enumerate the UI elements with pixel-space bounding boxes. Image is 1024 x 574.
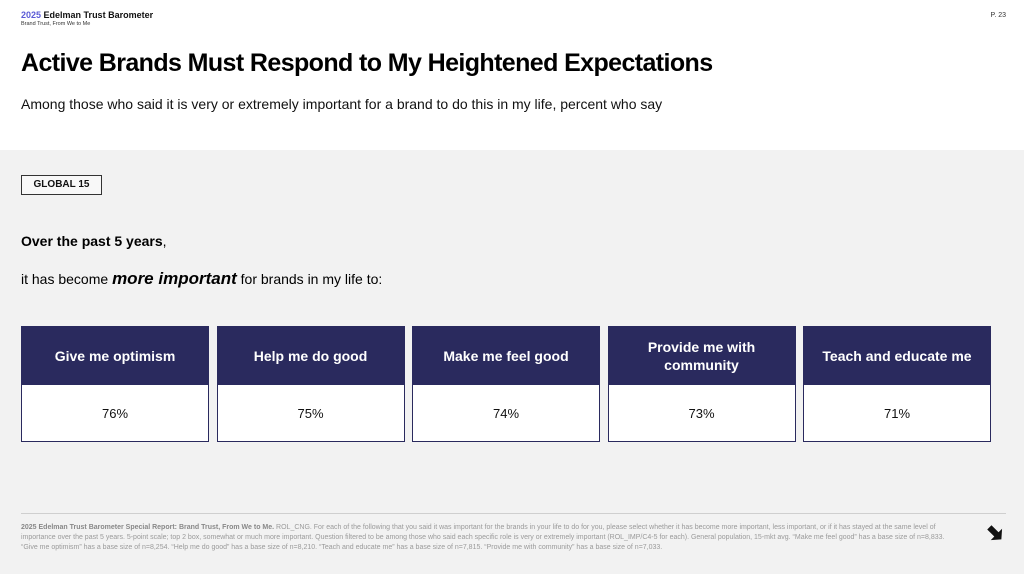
card-give-optimism: Give me optimism 76% xyxy=(21,326,209,442)
slide-header: 2025 Edelman Trust Barometer Brand Trust… xyxy=(0,0,1024,150)
lead-line-1-comma: , xyxy=(162,233,167,249)
card-teach-educate: Teach and educate me 71% xyxy=(803,326,991,442)
page-subtitle: Among those who said it is very or extre… xyxy=(21,96,663,112)
card-label: Teach and educate me xyxy=(804,327,990,385)
region-badge: GLOBAL 15 xyxy=(21,175,102,195)
brand-subtitle: Brand Trust, From We to Me xyxy=(21,21,91,27)
card-value: 76% xyxy=(101,405,129,421)
source-footnote: 2025 Edelman Trust Barometer Special Rep… xyxy=(21,523,961,553)
lead-line-2-emphasis: more important xyxy=(112,269,237,288)
role-cards: Give me optimism 76% Help me do good 75%… xyxy=(21,326,991,442)
lead-line-1-bold: Over the past 5 years xyxy=(21,233,163,249)
card-value: 75% xyxy=(297,405,324,421)
card-label: Help me do good xyxy=(217,327,404,385)
card-help-do-good: Help me do good 75% xyxy=(216,326,405,442)
brand-name: Edelman Trust Barometer xyxy=(43,10,154,20)
footnote-text: ROL_CNG. For each of the following that … xyxy=(21,524,945,551)
footnote-source: 2025 Edelman Trust Barometer Special Rep… xyxy=(21,524,275,531)
page-title: Active Brands Must Respond to My Heighte… xyxy=(21,49,713,77)
lead-line-2: it has become more important for brands … xyxy=(21,269,382,289)
brand-year: 2025 xyxy=(21,10,42,20)
card-label: Make me feel good xyxy=(413,327,599,385)
page-number: P. 23 xyxy=(990,12,1006,19)
card-community: Provide me with community 73% xyxy=(607,326,796,442)
card-label: Give me optimism xyxy=(22,327,208,385)
lead-line-2-post: for brands in my life to: xyxy=(236,271,383,287)
card-label: Provide me with community xyxy=(608,327,795,385)
lead-line-2-pre: it has become xyxy=(21,271,113,287)
footer-divider xyxy=(21,513,1006,514)
card-feel-good: Make me feel good 74% xyxy=(412,326,600,442)
brand-title: 2025 Edelman Trust Barometer xyxy=(21,10,153,20)
card-value: 73% xyxy=(688,405,715,421)
lead-line-1: Over the past 5 years, xyxy=(21,233,167,249)
arrow-right-icon[interactable] xyxy=(984,522,1006,544)
card-value: 71% xyxy=(883,405,911,421)
card-value: 74% xyxy=(492,405,520,421)
